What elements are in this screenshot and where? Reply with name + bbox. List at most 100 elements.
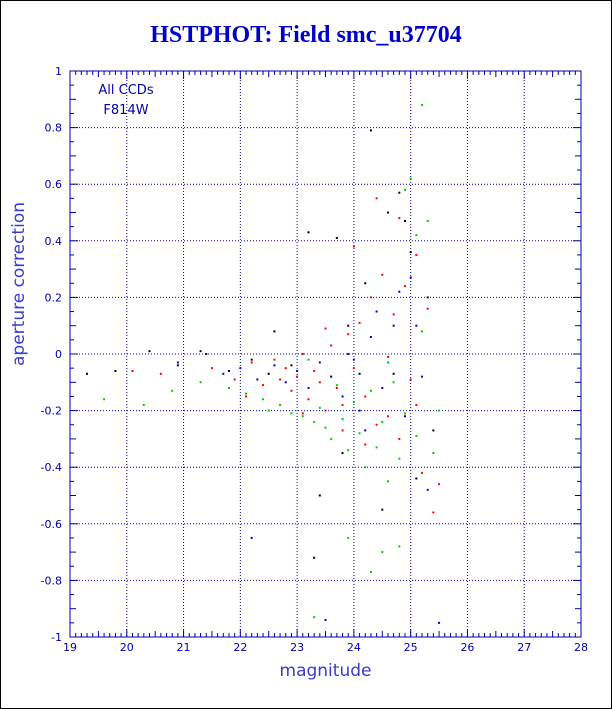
data-point-black: [426, 296, 429, 299]
chart-title: HSTPHOT: Field smc_u37704: [150, 22, 462, 48]
data-point-blue: [176, 361, 179, 364]
data-point-red: [426, 307, 429, 310]
data-point-red: [301, 412, 304, 415]
data-point-green: [318, 406, 321, 409]
y-tick-label: 0.8: [45, 122, 63, 135]
data-point-blue: [438, 621, 441, 624]
data-point-blue: [205, 353, 208, 355]
data-point-red: [398, 437, 401, 440]
data-point-black: [250, 358, 253, 361]
data-point-blue: [358, 409, 361, 412]
data-point-black: [369, 129, 372, 132]
data-point-green: [398, 457, 401, 460]
data-point-red: [415, 253, 418, 256]
data-point-red: [375, 197, 378, 200]
data-point-red: [341, 429, 344, 432]
data-point-green: [199, 381, 202, 384]
y-tick-labels: -1 -0.8 -0.6 -0.4 -0.2 0 0.2 0.4 0.6 0.8 1: [41, 65, 62, 644]
data-point-green: [438, 409, 441, 412]
data-point-red: [301, 353, 304, 355]
data-point-red: [403, 285, 406, 288]
data-point-red: [324, 327, 327, 330]
data-point-green: [392, 381, 395, 384]
data-point-black: [358, 372, 361, 375]
data-point-green: [347, 449, 350, 452]
data-point-red: [369, 296, 372, 299]
data-point-black: [386, 211, 389, 214]
data-point-black: [307, 231, 310, 234]
data-point-black: [86, 372, 89, 375]
y-tick-label: -0.6: [41, 518, 62, 531]
data-point-blue: [364, 429, 367, 432]
data-point-black: [290, 364, 293, 367]
data-point-red: [381, 273, 384, 276]
x-tick-label: 20: [120, 641, 134, 654]
data-point-red: [296, 375, 299, 378]
y-tick-label: -0.2: [41, 405, 62, 418]
data-point-green: [415, 435, 418, 438]
data-point-red: [318, 381, 321, 384]
data-point-green: [381, 420, 384, 423]
data-point-blue: [403, 415, 406, 418]
data-point-green: [381, 551, 384, 554]
x-tick-label: 28: [574, 641, 588, 654]
data-point-green: [409, 177, 412, 180]
data-point-red: [415, 403, 418, 406]
y-tick-label: -0.8: [41, 574, 62, 587]
data-point-green: [313, 616, 316, 619]
data-point-blue: [347, 353, 350, 355]
data-point-green: [341, 418, 344, 421]
data-point-red: [409, 378, 412, 381]
data-point-blue: [273, 364, 276, 367]
data-point-blue: [296, 369, 299, 372]
data-point-red: [347, 333, 350, 336]
data-point-green: [245, 392, 248, 395]
x-tick-label: 21: [177, 641, 191, 654]
data-point-blue: [392, 324, 395, 327]
y-axis-label: aperture correction: [9, 202, 29, 366]
data-point-blue: [284, 381, 287, 384]
data-point-green: [386, 480, 389, 483]
data-point-red: [335, 386, 338, 389]
data-point-green: [267, 409, 270, 412]
data-point-black: [392, 372, 395, 375]
data-point-red: [307, 398, 310, 401]
data-point-green: [403, 188, 406, 191]
data-point-red: [364, 443, 367, 446]
data-point-red: [159, 372, 162, 375]
data-point-black: [273, 330, 276, 333]
data-point-green: [398, 545, 401, 548]
data-point-red: [352, 367, 355, 370]
data-point-black: [313, 556, 316, 559]
x-tick-label: 26: [460, 641, 474, 654]
data-point-red: [313, 369, 316, 372]
data-point-blue: [398, 290, 401, 293]
data-point-red: [250, 361, 253, 364]
data-point-green: [415, 234, 418, 237]
data-point-red: [432, 511, 435, 514]
data-point-blue: [415, 324, 418, 327]
x-tick-label: 19: [63, 641, 77, 654]
y-tick-label: 0.6: [45, 178, 63, 191]
data-point-black: [227, 369, 230, 372]
data-point-blue: [375, 310, 378, 313]
data-points: [86, 103, 441, 624]
data-point-red: [358, 321, 361, 324]
data-point-blue: [307, 386, 310, 389]
y-tick-label: 1: [55, 65, 62, 78]
data-point-red: [421, 471, 424, 474]
data-point-blue: [256, 378, 259, 381]
data-point-red: [210, 367, 213, 370]
data-point-red: [290, 389, 293, 392]
y-tick-label: -1: [51, 631, 62, 644]
data-point-black: [114, 369, 117, 372]
axis-ticks: [69, 70, 582, 638]
data-point-green: [262, 398, 265, 401]
data-point-black: [267, 372, 270, 375]
data-point-red: [392, 313, 395, 316]
y-tick-label: 0.2: [45, 291, 63, 304]
data-point-red: [341, 403, 344, 406]
data-point-green: [352, 401, 355, 404]
x-tick-label: 22: [233, 641, 247, 654]
